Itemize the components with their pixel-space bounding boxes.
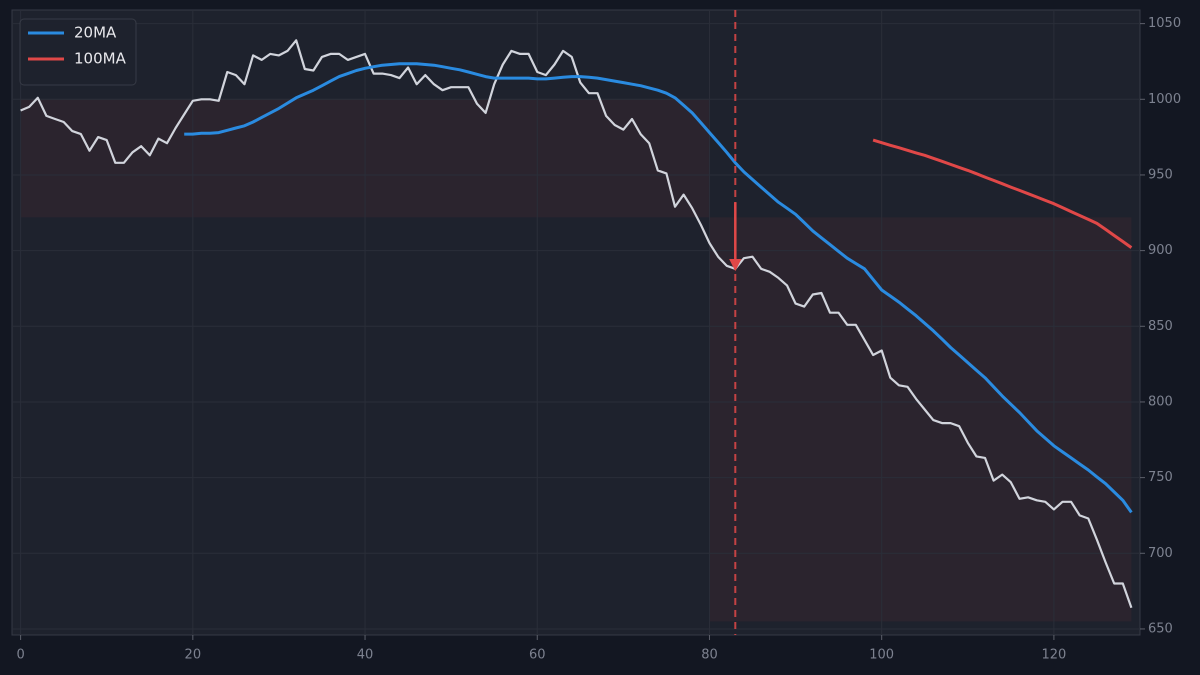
y-tick-label: 950 (1148, 167, 1173, 182)
legend-label: 20MA (74, 24, 117, 42)
series-line (20, 39, 1133, 609)
shaded-region (709, 217, 1132, 622)
y-tick-label: 750 (1148, 470, 1173, 485)
x-tick-label: 40 (357, 648, 374, 663)
series-line (184, 62, 1133, 514)
x-tick-label: 80 (701, 648, 718, 663)
y-tick-label: 650 (1148, 621, 1173, 636)
x-tick-label: 120 (1041, 648, 1066, 663)
x-tick-label: 100 (869, 648, 894, 663)
x-tick-label: 20 (185, 648, 202, 663)
x-tick-label: 60 (529, 648, 546, 663)
y-tick-label: 700 (1148, 546, 1173, 561)
y-tick-label: 1050 (1148, 16, 1181, 31)
y-tick-label: 850 (1148, 319, 1173, 334)
y-tick-label: 800 (1148, 394, 1173, 409)
legend-label: 100MA (74, 50, 127, 68)
x-tick-label: 0 (16, 648, 24, 663)
legend: 20MA 100MA (19, 18, 137, 86)
y-tick-label: 900 (1148, 243, 1173, 258)
plot-area (11, 9, 1141, 636)
series-line (872, 138, 1133, 249)
y-tick-label: 1000 (1148, 92, 1181, 107)
legend-box (19, 18, 137, 86)
